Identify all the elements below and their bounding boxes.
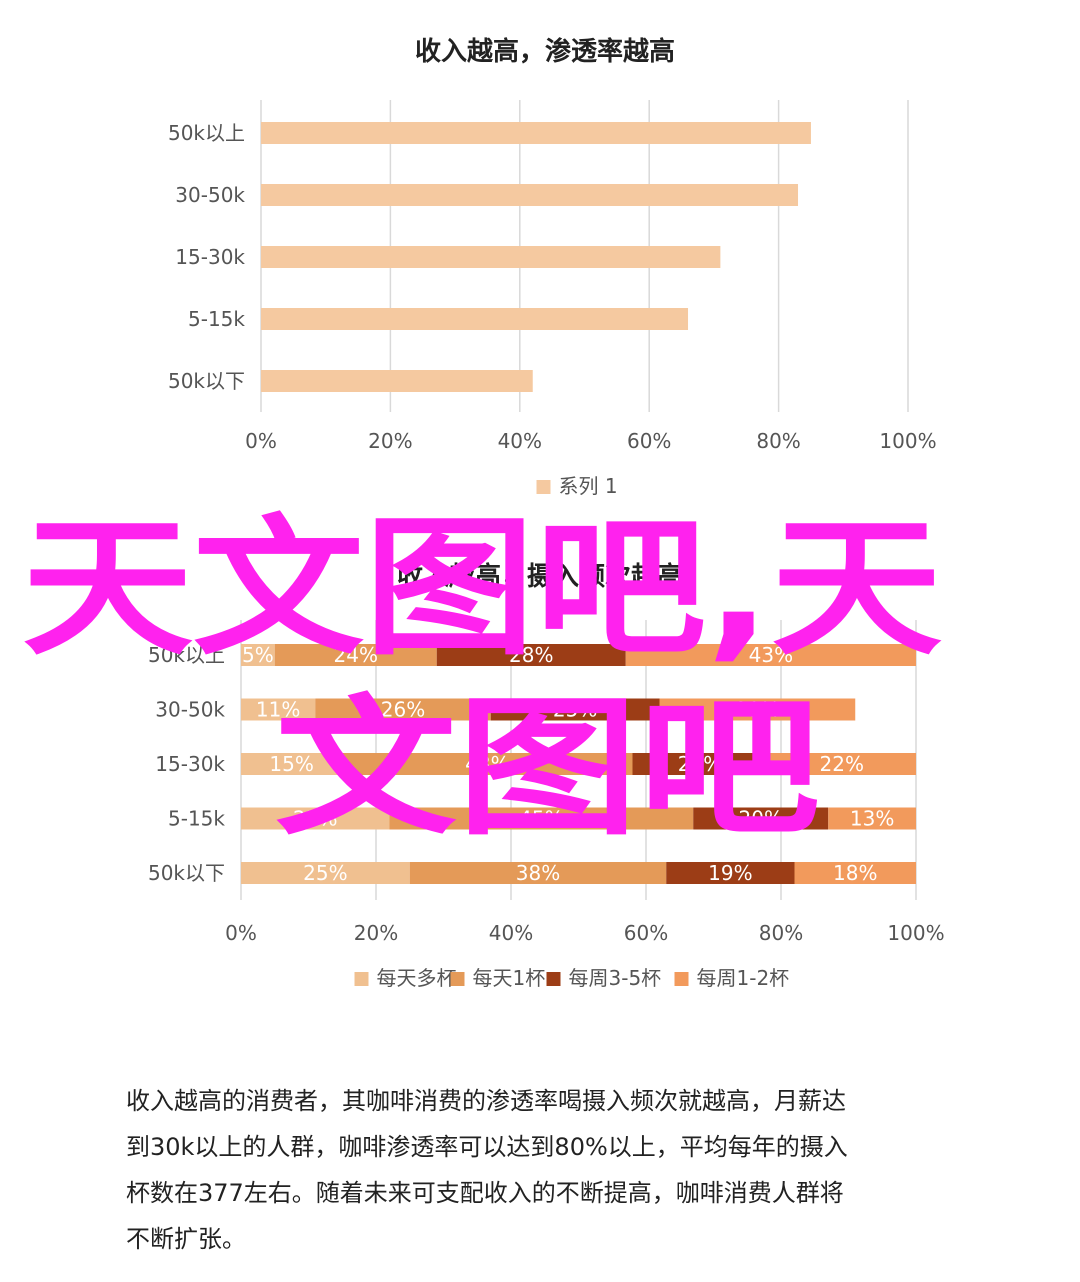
legend-swatch — [674, 972, 689, 986]
bar — [261, 122, 811, 144]
chart2-title: 收入越高，摄入频次越高 — [397, 561, 683, 592]
chart1-legend: 系列 1 — [536, 474, 618, 498]
bar — [436, 644, 626, 666]
chart-penetration-rate: 收入越高，渗透率越高 50k以上 30-50k 15-30k 5-15k 50k以下 0… — [168, 36, 937, 498]
category-label: 5-15k — [188, 307, 245, 331]
bar — [625, 644, 916, 666]
chart1-tick-labels: 0% 20% 40% 60% 80% 100% — [245, 429, 936, 453]
data-label: 25% — [553, 698, 597, 722]
category-label: 15-30k — [175, 245, 245, 269]
bar — [666, 862, 795, 884]
bar — [632, 753, 768, 775]
legend-label: 每天1杯 — [473, 966, 546, 990]
data-label: 45% — [519, 807, 563, 831]
category-label: 30-50k — [175, 183, 245, 207]
data-label: 29% — [735, 698, 779, 722]
legend-label: 每周3-5杯 — [569, 966, 662, 990]
category-label: 50k以上 — [148, 643, 225, 667]
category-label: 5-15k — [168, 807, 225, 831]
legend-swatch — [450, 972, 465, 986]
x-tick-label: 0% — [225, 921, 257, 945]
data-label: 20% — [678, 752, 722, 776]
chart1-category-labels: 50k以上 30-50k 15-30k 5-15k 50k以下 — [168, 121, 245, 393]
data-label: 11% — [256, 698, 300, 722]
data-label: 19% — [708, 861, 752, 885]
bar — [693, 807, 829, 830]
data-label: 20% — [739, 807, 783, 831]
category-label: 15-30k — [155, 752, 225, 776]
x-tick-label: 40% — [489, 921, 533, 945]
x-tick-label: 100% — [887, 921, 944, 945]
x-tick-label: 80% — [756, 429, 800, 453]
data-label: 43% — [465, 752, 509, 776]
data-label: 28% — [509, 643, 553, 667]
category-label: 50k以上 — [168, 121, 245, 145]
category-label: 50k以下 — [168, 369, 245, 393]
bar — [241, 862, 410, 884]
x-tick-label: 20% — [354, 921, 398, 945]
data-label: 22% — [293, 807, 337, 831]
bar — [490, 698, 660, 721]
x-tick-label: 40% — [498, 429, 542, 453]
category-label: 50k以下 — [148, 861, 225, 885]
chart1-bars — [261, 122, 811, 392]
legend-label: 系列 1 — [559, 474, 618, 498]
data-label: 25% — [303, 861, 347, 885]
legend-swatch — [354, 972, 369, 986]
data-label: 38% — [516, 861, 560, 885]
category-label: 30-50k — [155, 698, 225, 722]
chart-intake-frequency: 收入越高，摄入频次越高 5% 24% 28% 43% 11% 26% 25% 29% 15% 43… — [148, 561, 945, 990]
chart2-legend: 每天多杯 每天1杯 每周3-5杯 每周1-2杯 — [354, 966, 790, 990]
bar — [315, 698, 491, 721]
bar — [261, 246, 721, 268]
x-tick-label: 20% — [368, 429, 412, 453]
description-paragraph: 收入越高的消费者，其咖啡消费的渗透率喝摄入频次就越高，月薪达 到30k以上的人群… — [126, 1078, 976, 1262]
bar — [241, 807, 390, 830]
bar — [659, 698, 856, 721]
legend-swatch — [536, 480, 551, 494]
bar — [794, 862, 916, 884]
x-tick-label: 60% — [624, 921, 668, 945]
data-label: 13% — [850, 807, 894, 831]
x-tick-label: 100% — [879, 429, 936, 453]
data-label: 24% — [334, 643, 378, 667]
bar — [261, 370, 533, 392]
data-label: 5% — [242, 643, 274, 667]
paragraph-line: 不断扩张。 — [126, 1225, 246, 1253]
paragraph-line: 到30k以上的人群，咖啡渗透率可以达到80%以上，平均每年的摄入 — [126, 1133, 848, 1161]
bar — [767, 753, 916, 775]
bar — [342, 753, 633, 775]
x-tick-label: 80% — [759, 921, 803, 945]
bar — [241, 644, 275, 666]
data-label: 18% — [833, 861, 877, 885]
legend-swatch — [546, 972, 561, 986]
chart2-category-labels: 50k以上 30-50k 15-30k 5-15k 50k以下 — [148, 643, 225, 885]
chart2-bars: 5% 24% 28% 43% 11% 26% 25% 29% 15% 43% 20% 22% 22% 45… — [241, 643, 916, 885]
bar — [389, 807, 694, 830]
data-label: 15% — [269, 752, 313, 776]
chart1-title: 收入越高，渗透率越高 — [415, 36, 675, 67]
data-label: 43% — [749, 643, 793, 667]
paragraph-line: 收入越高的消费者，其咖啡消费的渗透率喝摄入频次就越高，月薪达 — [126, 1087, 846, 1115]
bar — [409, 862, 667, 884]
legend-label: 每天多杯 — [377, 966, 457, 990]
x-tick-label: 0% — [245, 429, 277, 453]
bar — [241, 698, 316, 721]
legend-label: 每周1-2杯 — [697, 966, 790, 990]
bar — [261, 308, 689, 330]
chart2-tick-labels: 0% 20% 40% 60% 80% 100% — [225, 921, 944, 945]
bar — [261, 184, 799, 206]
bar — [241, 753, 343, 775]
x-tick-label: 60% — [627, 429, 671, 453]
data-label: 26% — [381, 698, 425, 722]
data-label: 22% — [820, 752, 864, 776]
bar — [274, 644, 437, 666]
paragraph-line: 杯数在377左右。随着未来可支配收入的不断提高，咖啡消费人群将 — [126, 1179, 844, 1207]
bar — [828, 807, 916, 830]
